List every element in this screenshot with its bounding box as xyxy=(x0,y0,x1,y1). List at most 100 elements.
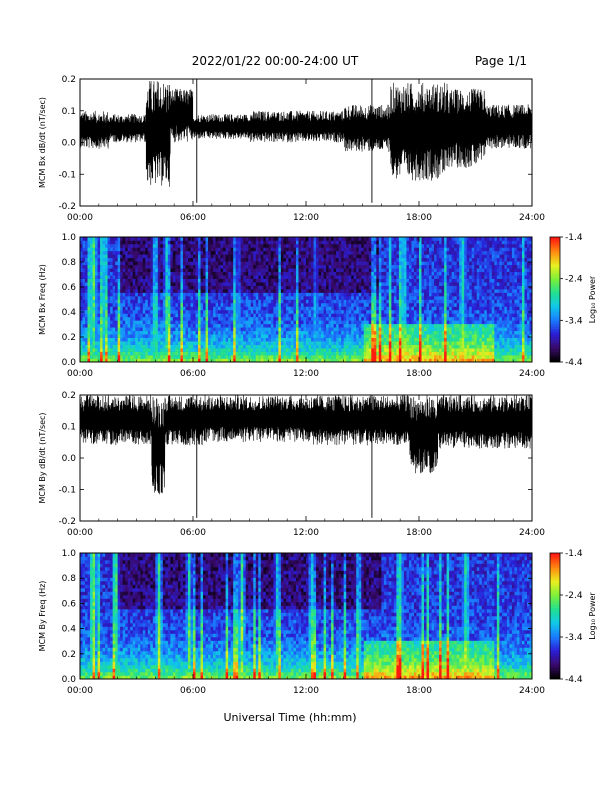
spectrogram-cell xyxy=(211,355,214,359)
spectrogram-cell xyxy=(155,327,158,331)
spectrogram-cell xyxy=(391,306,394,310)
spectrogram-cell xyxy=(339,303,342,307)
spectrogram-cell xyxy=(369,289,372,293)
spectrogram-cell xyxy=(183,237,186,241)
spectrogram-cell xyxy=(376,251,379,255)
spectrogram-cell xyxy=(216,268,219,272)
spectrogram-cell xyxy=(228,327,231,331)
spectrogram-cell xyxy=(100,272,103,276)
spectrogram-cell xyxy=(324,313,327,317)
spectrogram-cell xyxy=(221,275,224,279)
spectrogram-cell xyxy=(145,348,148,352)
spectrogram-cell xyxy=(309,338,312,342)
spectrogram-cell xyxy=(311,275,314,279)
spectrogram-cell xyxy=(95,310,98,314)
spectrogram-cell xyxy=(296,265,299,269)
spectrogram-cell xyxy=(130,265,133,269)
spectrogram-cell xyxy=(238,254,241,258)
spectrogram-cell xyxy=(140,303,143,307)
spectrogram-cell xyxy=(386,327,389,331)
spectrogram-cell xyxy=(331,327,334,331)
spectrogram-cell xyxy=(379,355,382,359)
spectrogram-cell xyxy=(120,334,123,338)
spectrogram-cell xyxy=(168,275,171,279)
spectrogram-cell xyxy=(118,348,121,352)
spectrogram-cell xyxy=(203,296,206,300)
spectrogram-cell xyxy=(128,247,131,251)
spectrogram-cell xyxy=(135,254,138,258)
spectrogram-cell xyxy=(208,282,211,286)
spectrogram-cell xyxy=(414,261,417,265)
spectrogram-cell xyxy=(389,327,392,331)
spectrogram-cell xyxy=(314,251,317,255)
spectrogram-cell xyxy=(246,272,249,276)
spectrogram-cell xyxy=(110,303,113,307)
spectrogram-cell xyxy=(261,240,264,244)
spectrogram-cell xyxy=(251,258,254,262)
spectrogram-cell xyxy=(384,251,387,255)
spectrogram-cell xyxy=(379,286,382,290)
spectrogram-cell xyxy=(190,345,193,349)
spectrogram-cell xyxy=(243,268,246,272)
spectrogram-cell xyxy=(155,237,158,241)
spectrogram-cell xyxy=(291,313,294,317)
spectrogram-cell xyxy=(193,296,196,300)
spectrogram-cell xyxy=(361,254,364,258)
spectrogram-cell xyxy=(288,279,291,283)
spectrogram-cell xyxy=(173,331,176,335)
spectrogram-cell xyxy=(173,345,176,349)
spectrogram-cell xyxy=(261,237,264,241)
spectrogram-cell xyxy=(384,240,387,244)
spectrogram-cell xyxy=(354,237,357,241)
spectrogram-cell xyxy=(369,331,372,335)
spectrogram-cell xyxy=(123,317,126,321)
spectrogram-cell xyxy=(130,310,133,314)
spectrogram-cell xyxy=(140,237,143,241)
spectrogram-cell xyxy=(180,265,183,269)
spectrogram-cell xyxy=(138,345,141,349)
spectrogram-cell xyxy=(105,293,108,297)
spectrogram-cell xyxy=(364,341,367,345)
spectrogram-cell xyxy=(261,331,264,335)
spectrogram-cell xyxy=(351,300,354,304)
spectrogram-cell xyxy=(148,275,151,279)
spectrogram-cell xyxy=(293,310,296,314)
spectrogram-cell xyxy=(266,345,269,349)
spectrogram-cell xyxy=(422,261,425,265)
spectrogram-cell xyxy=(336,338,339,342)
spectrogram-cell xyxy=(324,240,327,244)
spectrogram-cell xyxy=(351,310,354,314)
spectrogram-cell xyxy=(324,279,327,283)
spectrogram-cell xyxy=(165,286,168,290)
spectrogram-cell xyxy=(206,313,209,317)
spectrogram-cell xyxy=(283,317,286,321)
spectrogram-cell xyxy=(296,320,299,324)
spectrogram-cell xyxy=(248,327,251,331)
spectrogram-cell xyxy=(85,327,88,331)
spectrogram-cell xyxy=(374,310,377,314)
spectrogram-cell xyxy=(324,251,327,255)
spectrogram-cell xyxy=(238,345,241,349)
spectrogram-cell xyxy=(153,306,156,310)
spectrogram-cell xyxy=(391,251,394,255)
spectrogram-cell xyxy=(193,268,196,272)
spectrogram-cell xyxy=(384,275,387,279)
spectrogram-cell xyxy=(349,317,352,321)
spectrogram-cell xyxy=(85,240,88,244)
spectrogram-cell xyxy=(336,345,339,349)
spectrogram-cell xyxy=(180,331,183,335)
spectrogram-cell xyxy=(316,303,319,307)
spectrogram-cell xyxy=(399,303,402,307)
spectrogram-cell xyxy=(298,272,301,276)
spectrogram-cell xyxy=(419,251,422,255)
spectrogram-cell xyxy=(359,303,362,307)
spectrogram-cell xyxy=(309,244,312,248)
spectrogram-cell xyxy=(386,237,389,241)
spectrogram-cell xyxy=(163,247,166,251)
spectrogram-cell xyxy=(401,320,404,324)
spectrogram-cell xyxy=(160,338,163,342)
spectrogram-cell xyxy=(411,306,414,310)
spectrogram-cell xyxy=(231,310,234,314)
spectrogram-cell xyxy=(349,341,352,345)
spectrogram-cell xyxy=(366,338,369,342)
